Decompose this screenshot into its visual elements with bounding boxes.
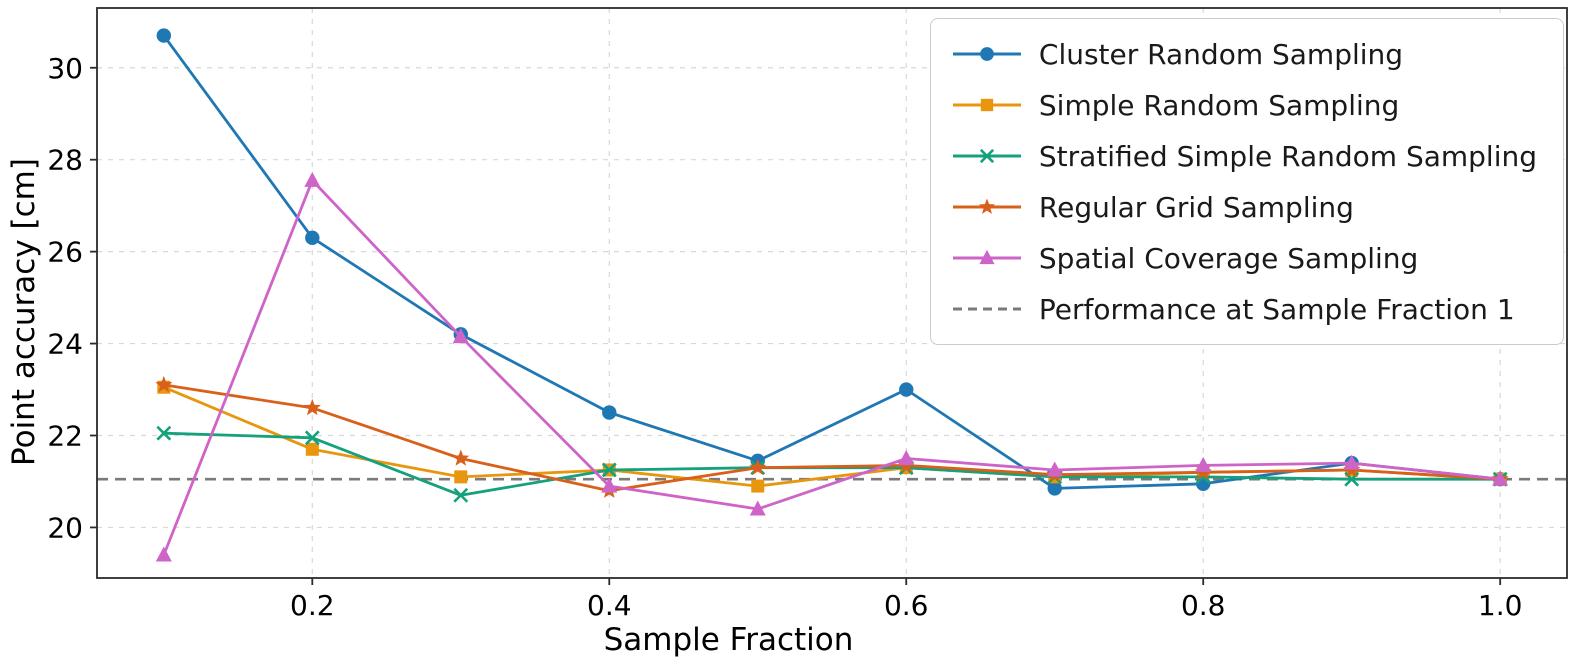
legend-item-stratified-simple-random-sampling: Stratified Simple Random Sampling [951,135,1537,177]
y-tick-label: 22 [47,420,83,453]
series-line-spatial-coverage-sampling [162,179,1501,556]
x-tick-label: 1.0 [1478,589,1523,622]
legend-item-regular-grid-sampling: Regular Grid Sampling [951,186,1537,228]
series-line-cluster-random-sampling [162,34,1501,490]
data-point-x [601,462,617,478]
x-tick-label: 0.2 [290,589,335,622]
legend-item-simple-random-sampling: Simple Random Sampling [951,84,1537,126]
legend-item-spatial-coverage-sampling: Spatial Coverage Sampling [951,237,1537,279]
legend-item-cluster-random-sampling: Cluster Random Sampling [951,33,1537,75]
legend-label: Cluster Random Sampling [1038,37,1404,71]
data-point-x [304,430,320,446]
legend-dashed-line-icon [952,307,1021,311]
legend: Cluster Random Sampling Simple Random Sam… [929,18,1564,345]
data-point-square [751,479,765,493]
y-tick-label: 24 [47,328,83,361]
data-point-circle [980,47,994,61]
legend-star-marker-icon [952,198,1021,214]
legend-label: Stratified Simple Random Sampling [1038,139,1537,173]
data-point-triangle [304,171,321,187]
data-point-star [155,375,173,393]
legend-item-performance-at-sample-fraction-1: Performance at Sample Fraction 1 [951,288,1537,330]
legend-label: Performance at Sample Fraction 1 [1038,292,1515,326]
data-point-triangle [1046,461,1063,477]
legend-triangle-marker-icon [952,249,1021,265]
data-point-triangle [155,546,172,562]
legend-label: Spatial Coverage Sampling [1038,241,1419,275]
x-axis-label: Sample Fraction [603,622,854,658]
data-point-star [303,398,321,416]
data-point-star [749,458,767,475]
data-point-triangle [898,449,915,465]
data-point-triangle [1343,454,1360,470]
data-point-triangle [749,500,766,516]
data-point-x [979,148,994,164]
data-point-triangle [1195,456,1212,472]
data-point-triangle [601,477,618,493]
data-point-x [453,487,469,503]
legend-square-marker-icon [952,98,1021,112]
data-point-star [452,449,470,466]
data-point-star [978,198,995,214]
y-tick-label: 20 [47,511,83,544]
data-point-circle [602,405,617,420]
data-point-triangle [979,249,995,265]
legend-label: Simple Random Sampling [1038,88,1400,122]
data-point-square [454,470,468,484]
x-tick-label: 0.4 [587,589,632,622]
data-point-triangle [1492,470,1509,486]
data-point-x [156,425,172,441]
plot-border [96,7,1568,579]
legend-x-marker-icon [952,148,1021,164]
legend-label: Regular Grid Sampling [1038,190,1354,224]
data-point-square [980,98,994,112]
y-tick-label: 28 [47,144,83,177]
data-point-square [305,442,319,456]
data-point-circle [1047,481,1062,496]
data-point-circle [899,382,914,397]
data-point-circle [156,28,172,43]
x-tick-label: 0.8 [1181,589,1226,622]
x-tick-label: 0.6 [884,589,929,622]
y-tick-label: 30 [47,52,83,85]
legend-circle-marker-icon [952,47,1021,61]
y-tick-label: 26 [47,236,83,269]
data-point-triangle [452,328,469,344]
data-point-circle [305,230,320,246]
series-simple-random-sampling [157,380,1507,493]
series-spatial-coverage-sampling [155,171,1509,562]
y-axis-label: Point accuracy [cm] [6,158,42,466]
series-line-regular-grid-sampling [163,383,1501,493]
